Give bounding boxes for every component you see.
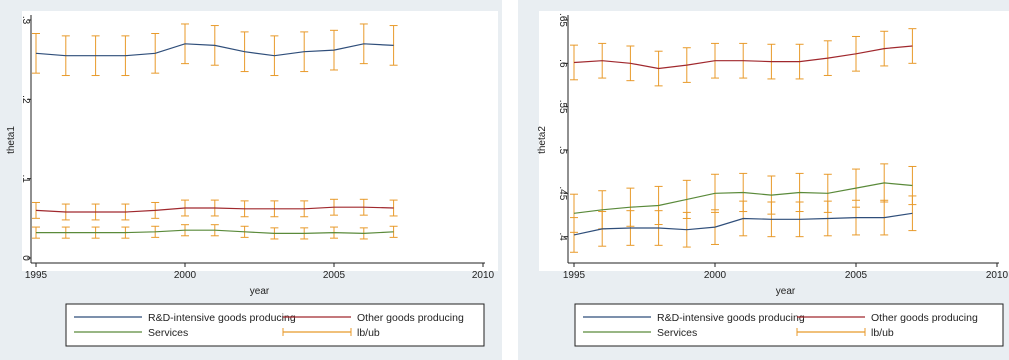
series-line-1 (573, 45, 913, 70)
x-tick-label: 2000 (174, 270, 197, 281)
legend-label: Services (148, 327, 188, 339)
y-tick-label: .6 (557, 59, 568, 68)
legend-label: R&D-intensive goods producing (148, 312, 296, 324)
y-tick-label: .4 (557, 232, 568, 241)
legend (65, 303, 485, 347)
legend-label: Other goods producing (357, 312, 464, 324)
series-line-1 (35, 206, 394, 213)
chart-panel-theta1 (0, 0, 502, 360)
x-tick-label: 1995 (25, 270, 48, 281)
legend-label: lb/ub (871, 327, 894, 339)
series-line-2 (36, 229, 394, 235)
chart-panel-theta2 (518, 0, 1009, 360)
series-line-0 (35, 43, 394, 57)
y-axis-title: theta1 (6, 126, 17, 154)
y-tick-label: .2 (20, 95, 31, 104)
x-tick-label: 2005 (323, 270, 346, 281)
y-tick-label: 0 (20, 255, 31, 261)
legend-entry: lb/ub (796, 327, 894, 339)
x-tick-label: 2000 (704, 270, 727, 281)
chart-1-marks: .4 .45 .5 .55 .6 .65 1995 2000 2005 2010 theta2 yea… (537, 13, 1009, 339)
x-tick-label: 2005 (845, 270, 868, 281)
y-tick-label: .45 (557, 186, 568, 200)
legend-label: Services (657, 327, 697, 339)
legend-label: lb/ub (357, 327, 380, 339)
legend-entry: Services (583, 327, 697, 339)
series-line-0 (573, 212, 913, 236)
x-axis-title: year (250, 286, 270, 297)
x-tick-label: 2010 (986, 270, 1009, 281)
legend-label: R&D-intensive goods producing (657, 312, 805, 324)
y-tick-label: .5 (557, 146, 568, 155)
legend-entry: Services (74, 327, 188, 339)
error-bar (389, 199, 398, 217)
legend-entry: R&D-intensive goods producing (74, 312, 296, 324)
x-axis-title: year (776, 286, 796, 297)
chart-0-marks: 0 .1 .2 .3 1995 2000 2005 2010 theta1 year R&D-int… (6, 15, 495, 339)
legend (574, 303, 1004, 347)
legend-entry: Other goods producing (797, 312, 978, 324)
x-tick-label: 1995 (563, 270, 586, 281)
legend-entry: lb/ub (282, 327, 380, 339)
x-tick-label: 2010 (472, 270, 495, 281)
y-axis-title: theta2 (537, 126, 548, 154)
legend-label: Other goods producing (871, 312, 978, 324)
legend-entry: Other goods producing (283, 312, 464, 324)
error-bar (908, 165, 917, 206)
legend-entry: R&D-intensive goods producing (583, 312, 805, 324)
y-tick-label: .3 (20, 16, 31, 25)
y-tick-label: .55 (557, 100, 568, 114)
series-line-2 (573, 182, 913, 214)
y-tick-label: .65 (557, 13, 568, 27)
y-tick-label: .1 (20, 174, 31, 183)
